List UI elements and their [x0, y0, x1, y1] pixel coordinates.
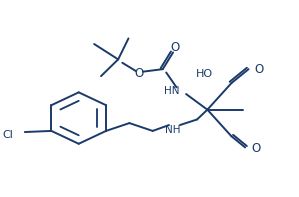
Text: O: O	[170, 41, 179, 54]
Text: HO: HO	[196, 69, 213, 79]
Text: O: O	[251, 142, 260, 155]
Text: Cl: Cl	[2, 130, 13, 140]
Text: O: O	[255, 63, 264, 76]
Text: NH: NH	[165, 125, 181, 135]
Text: HN: HN	[164, 86, 180, 96]
Text: O: O	[134, 67, 144, 80]
